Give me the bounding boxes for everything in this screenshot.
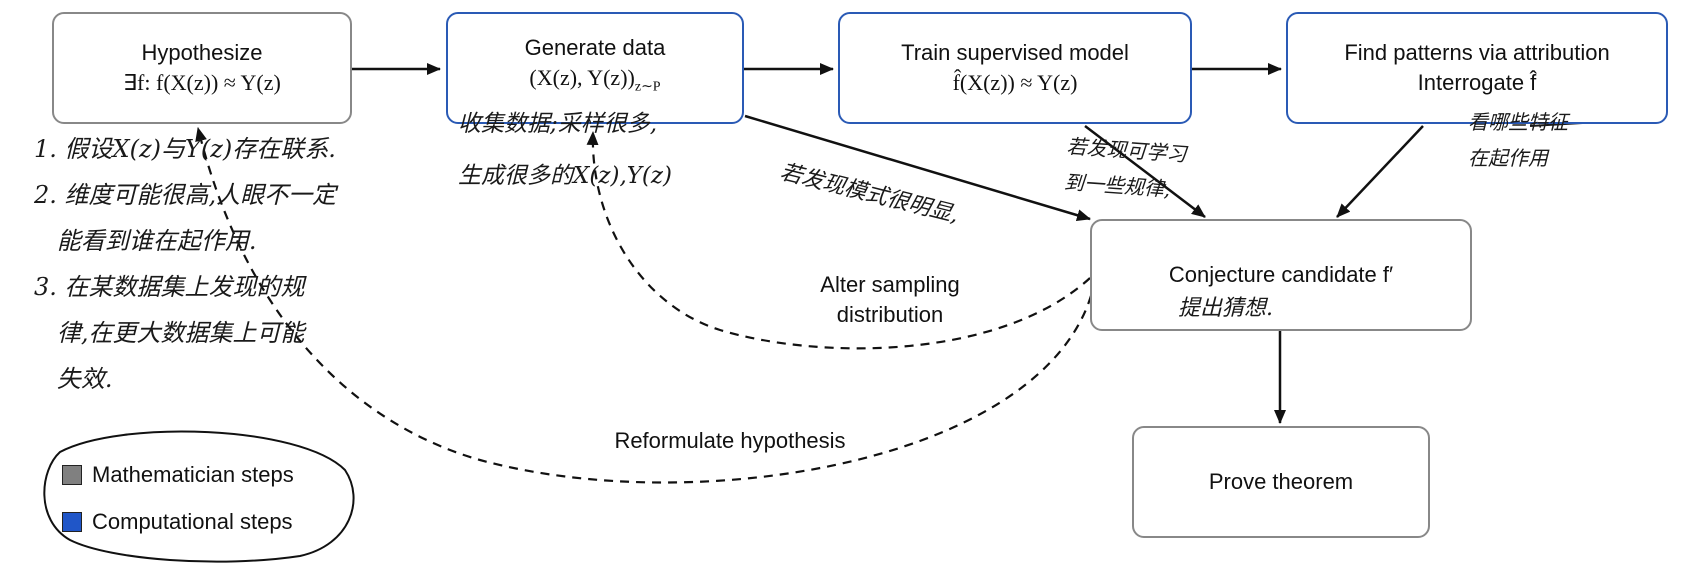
legend-label-computational: Computational steps — [92, 509, 293, 534]
edge-alter-sampling — [586, 131, 1091, 350]
node-generate: Generate data (X(z), Y(z))z∼P — [446, 12, 744, 124]
node-patterns-subtitle: Interrogate f̂ — [1417, 70, 1537, 95]
edge-patterns-conjecture — [1336, 125, 1424, 218]
node-train: Train supervised model f̂(X(z)) ≈ Y(z) — [838, 12, 1192, 124]
node-conjecture: Conjecture candidate f′ — [1090, 219, 1472, 331]
legend-outline — [43, 430, 355, 563]
node-generate-formula-row: (X(z), Y(z))z∼P — [529, 63, 660, 102]
node-patterns-title: Find patterns via attribution — [1344, 40, 1610, 65]
legend-label-mathematician: Mathematician steps — [92, 462, 294, 487]
note-which-features: 看哪些特征 在起作用 — [1468, 110, 1568, 170]
edge-train-conjecture — [1084, 125, 1206, 218]
edge-generate-conjecture — [744, 114, 1091, 222]
node-hypothesize-formula: ∃f: f(X(z)) ≈ Y(z) — [123, 70, 281, 95]
node-prove: Prove theorem — [1132, 426, 1430, 538]
node-hypothesize: Hypothesize ∃f: f(X(z)) ≈ Y(z) — [52, 12, 352, 124]
node-generate-subscript: z∼P — [634, 79, 661, 95]
node-generate-title: Generate data — [524, 35, 666, 61]
edge-reformulate — [195, 127, 1097, 484]
node-generate-formula: (X(z), Y(z)) — [529, 65, 635, 91]
note-hypothesize: 1. 假设X(z)与Y(z)存在联系. 2. 维度可能很高,人眼不一定 能看到谁… — [34, 135, 337, 393]
edge-label-reformulate: Reformulate hypothesis — [614, 428, 846, 453]
node-prove-title: Prove theorem — [1208, 469, 1354, 494]
node-conjecture-title: Conjecture candidate f′ — [1168, 262, 1394, 287]
node-hypothesize-title: Hypothesize — [141, 40, 263, 65]
legend-swatch-mathematician — [62, 465, 82, 485]
node-patterns: Find patterns via attribution Interrogat… — [1286, 12, 1668, 124]
note-learned-patterns: 若发现可学习 到一些规律, — [1063, 133, 1188, 202]
legend-swatch-computational — [62, 512, 82, 532]
note-propose-conjecture: 提出猜想. — [1178, 296, 1273, 321]
node-train-formula: f̂(X(z)) ≈ Y(z) — [952, 70, 1078, 95]
note-generate: 收集数据;采样很多, 生成很多的X(z),Y(z) — [458, 111, 672, 189]
edge-label-alter-sampling: Alter sampling distribution — [820, 272, 960, 327]
node-train-title: Train supervised model — [901, 40, 1129, 65]
